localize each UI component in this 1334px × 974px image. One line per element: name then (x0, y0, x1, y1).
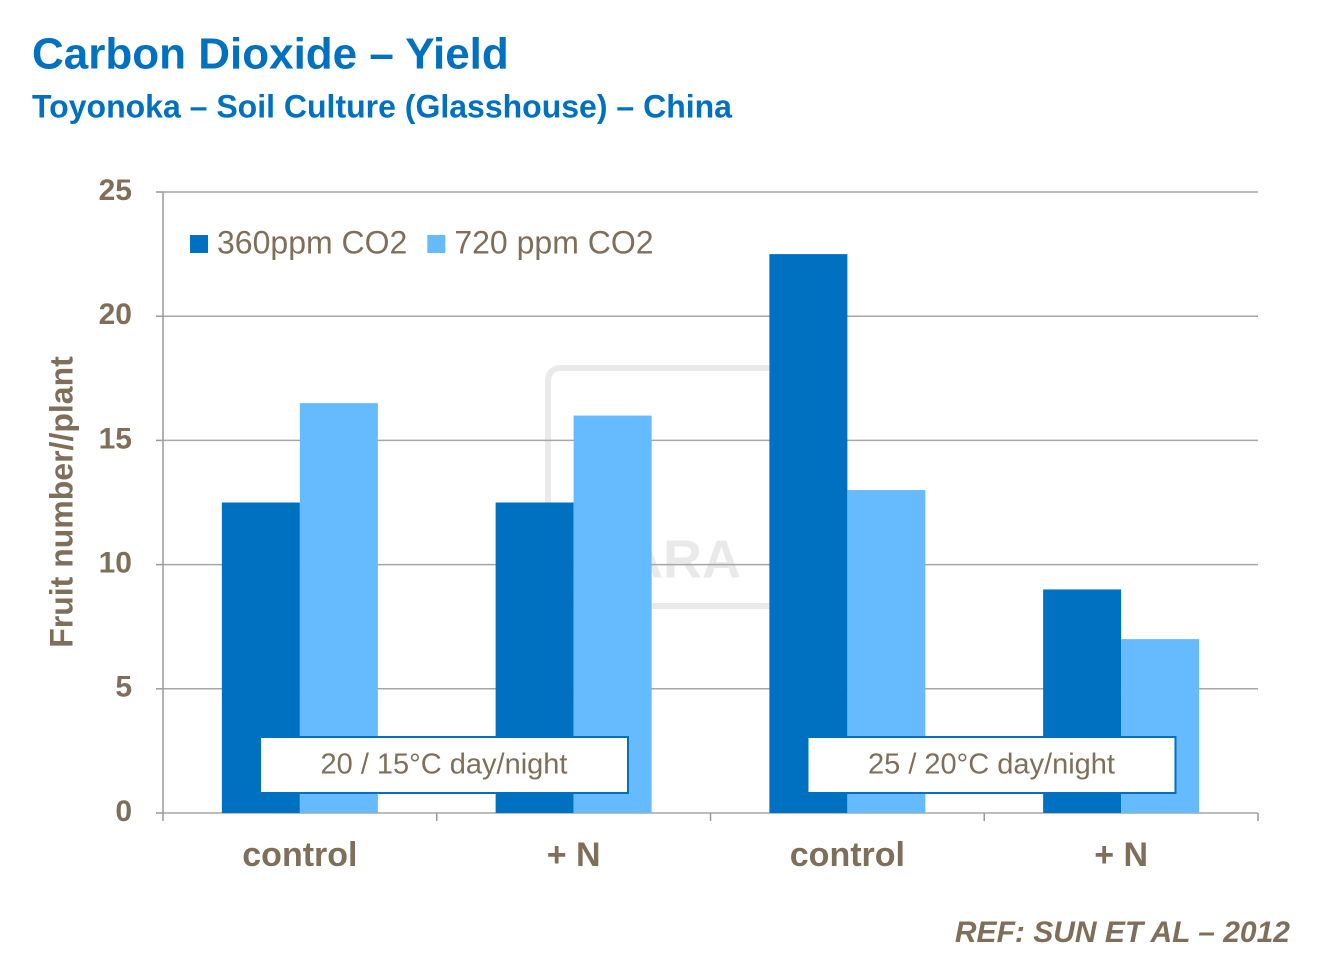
annotation: 20 / 15°C day/night (321, 749, 568, 781)
y-tick-label: 15 (99, 422, 132, 455)
reference: REF: SUN ET AL – 2012 (955, 916, 1290, 949)
y-axis-label: Fruit number//plant (43, 356, 79, 648)
y-tick-label: 0 (115, 795, 132, 828)
annotation-box (259, 736, 629, 794)
chart-title: Carbon Dioxide – Yield (32, 30, 509, 79)
legend-swatch (190, 235, 208, 253)
legend-label: 360ppm CO2 (217, 224, 407, 260)
y-tick-label: 10 (99, 547, 132, 580)
legend-label: 720 ppm CO2 (454, 224, 653, 260)
annotation-box (806, 736, 1177, 794)
bar (769, 254, 848, 814)
legend-swatch (427, 235, 446, 253)
annotation: 25 / 20°C day/night (868, 749, 1115, 781)
x-tick-label: + N (1094, 836, 1148, 874)
y-tick-label: 25 (99, 174, 132, 207)
chart-subtitle: Toyonoka – Soil Culture (Glasshouse) – C… (32, 88, 732, 124)
y-tick-label: 5 (115, 671, 132, 704)
x-tick-label: control (242, 836, 357, 874)
x-tick-label: control (790, 836, 905, 874)
x-tick-label: + N (547, 836, 601, 874)
y-tick-label: 20 (99, 298, 132, 331)
